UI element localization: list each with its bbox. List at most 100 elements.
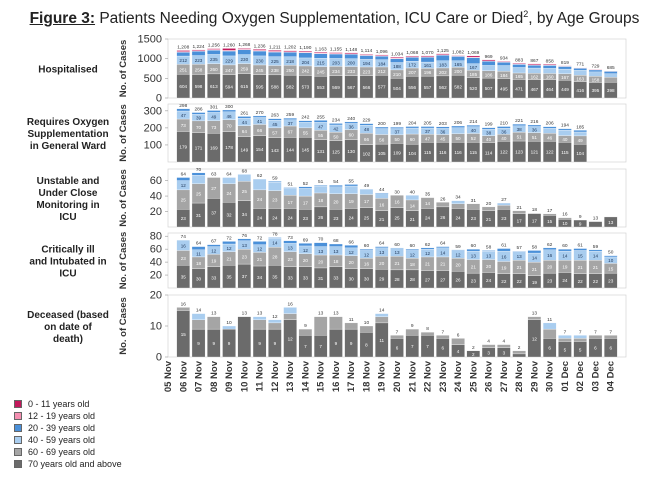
data-label: 19 — [211, 259, 217, 264]
bar-segment — [222, 48, 236, 51]
data-label: 37 — [394, 130, 400, 135]
legend-label: 40 - 59 years old — [28, 435, 96, 445]
data-label: 13 — [379, 250, 385, 255]
data-label: 230 — [256, 58, 264, 63]
data-label: 17 — [532, 218, 538, 223]
data-label: 9 — [213, 341, 216, 346]
data-label: 22 — [517, 279, 523, 284]
data-label: 15 — [608, 266, 614, 271]
bar-segment — [176, 177, 190, 181]
bar-segment — [512, 250, 526, 252]
total-label: 1,202 — [284, 45, 296, 51]
data-label: 46 — [227, 114, 233, 119]
bar-segment — [222, 50, 236, 57]
total-label: 9 — [579, 214, 582, 220]
bar-segment — [436, 53, 450, 55]
y-tick-label: 60 — [150, 244, 162, 256]
data-label: 30 — [364, 276, 370, 281]
data-label: 165 — [515, 74, 523, 79]
total-label: 30 — [394, 189, 400, 195]
data-label: 21 — [394, 261, 400, 266]
data-label: 613 — [210, 84, 218, 89]
bar-segment — [344, 184, 358, 187]
bar-segment — [344, 185, 358, 194]
data-label: 13 — [517, 254, 523, 259]
bar-segment — [604, 77, 618, 83]
data-label: 172 — [408, 63, 416, 68]
bar-segment — [604, 335, 618, 339]
bar-segment — [283, 188, 297, 196]
total-label: 206 — [546, 121, 554, 127]
total-label: 6 — [457, 332, 460, 338]
total-label: 72 — [226, 235, 232, 241]
data-label: 259 — [240, 67, 248, 72]
data-label: 16 — [501, 254, 507, 259]
total-label: 819 — [561, 60, 569, 66]
bar-segment — [512, 353, 526, 358]
figure-number: Figure 3: — [29, 10, 96, 28]
total-label: 40 — [410, 189, 416, 195]
data-label: 158 — [592, 77, 600, 82]
data-label: 11 — [196, 251, 201, 256]
data-label: 179 — [179, 145, 187, 150]
data-label: 569 — [332, 85, 340, 90]
data-label: 145 — [302, 148, 310, 153]
bar-segment — [542, 126, 557, 129]
data-label: 21 — [471, 264, 477, 269]
total-label: 242 — [301, 115, 309, 121]
data-label: 23 — [471, 216, 477, 221]
data-label: 15 — [181, 332, 187, 337]
x-tick-label: 23 Nov — [438, 360, 449, 392]
total-label: 20 — [486, 201, 492, 207]
data-label: 13 — [288, 246, 294, 251]
total-label: 73 — [287, 235, 293, 241]
data-label: 23 — [501, 216, 507, 221]
total-label: 8 — [426, 326, 429, 332]
data-label: 495 — [500, 86, 508, 91]
data-label: 185 — [469, 72, 477, 77]
total-label: 883 — [515, 57, 523, 63]
data-label: 27 — [440, 277, 446, 282]
data-label: 13 — [471, 253, 477, 258]
total-label: 1,125 — [437, 48, 449, 54]
bar-segment — [542, 328, 557, 339]
total-label: 10 — [226, 320, 232, 326]
data-label: 184 — [500, 73, 508, 78]
bar-segment — [268, 322, 282, 330]
total-label: 2 — [518, 345, 521, 351]
bar-segment — [420, 247, 435, 250]
data-label: 395 — [592, 88, 600, 93]
data-label: 18 — [196, 261, 202, 266]
data-label: 210 — [393, 72, 401, 77]
total-label: 12 — [272, 314, 278, 320]
bar-segment — [298, 122, 313, 129]
data-label: 7 — [304, 344, 307, 349]
total-label: 858 — [546, 58, 554, 64]
data-label: 13 — [242, 243, 248, 248]
data-label: 30 — [349, 276, 355, 281]
data-label: 15 — [547, 219, 553, 224]
data-label: 9 — [258, 341, 261, 346]
data-label: 34 — [257, 275, 263, 280]
y-tick-label: 200 — [144, 122, 162, 134]
data-label: 28 — [272, 254, 278, 259]
data-label: 8 — [365, 343, 368, 348]
bar-segment — [390, 57, 404, 59]
total-label: 59 — [272, 175, 278, 181]
data-label: 25 — [242, 189, 248, 194]
bar-segment — [252, 241, 267, 245]
data-label: 35 — [181, 275, 187, 280]
total-label: 78 — [272, 232, 278, 238]
bar-segment — [283, 50, 297, 52]
data-label: 38 — [517, 127, 523, 132]
data-label: 116 — [454, 150, 462, 155]
total-label: 206 — [454, 120, 462, 126]
total-label: 54 — [333, 179, 339, 185]
y-tick-label: 80 — [150, 231, 162, 243]
total-label: 62 — [547, 242, 553, 248]
data-label: 6 — [442, 346, 445, 351]
data-label: 31 — [196, 213, 202, 218]
data-label: 23 — [181, 256, 187, 261]
data-label: 36 — [440, 129, 446, 134]
x-tick-label: 17 Nov — [346, 360, 357, 392]
